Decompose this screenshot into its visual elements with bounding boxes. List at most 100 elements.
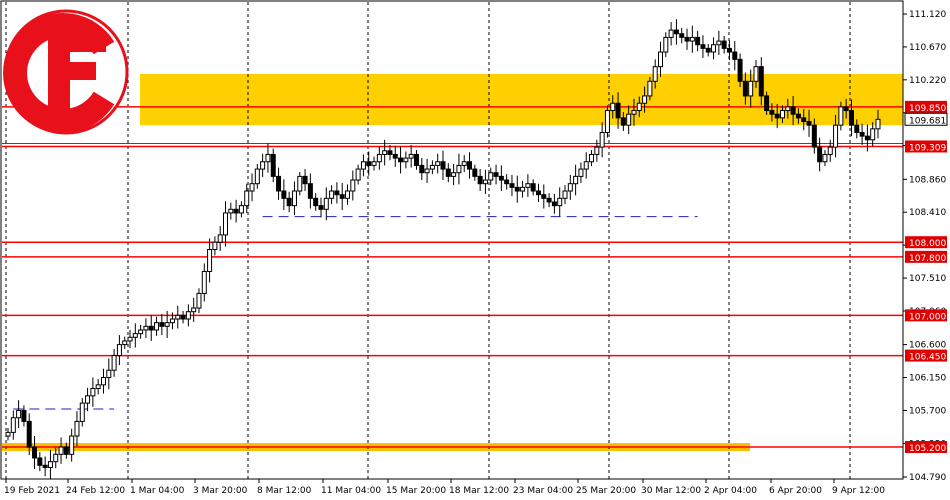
x-tick-label: 25 Mar 20:00 <box>576 486 636 496</box>
time-axis: 19 Feb 2021 24 Feb 12:00 1 Mar 04:00 3 Mar … <box>4 479 885 496</box>
candle <box>817 137 823 172</box>
candle <box>456 153 462 185</box>
candle <box>249 173 255 202</box>
candle <box>732 41 738 71</box>
candle-body-down <box>37 457 43 466</box>
candle-body-down <box>472 168 478 177</box>
candle <box>498 165 504 192</box>
candle-body-down <box>546 197 552 203</box>
candle-body-up <box>780 110 786 119</box>
y-tick-label: 110.670 <box>909 43 946 53</box>
candle <box>63 442 69 459</box>
horizontal-levels <box>2 106 903 448</box>
candle-body-up <box>154 322 160 331</box>
candle <box>382 139 388 166</box>
candle-body-down <box>339 194 345 199</box>
candle <box>801 109 807 131</box>
candle-body-up <box>16 409 22 419</box>
candle <box>530 179 536 196</box>
level-badge-label: 105.200 <box>909 444 946 454</box>
candle <box>658 41 663 77</box>
candle <box>599 122 605 158</box>
candle-body-up <box>254 168 260 185</box>
candle-body-down <box>535 190 541 196</box>
candle <box>535 183 541 202</box>
candle-body-down <box>764 95 770 112</box>
x-tick-label: 19 Feb 2021 <box>4 486 60 496</box>
candle <box>589 150 595 167</box>
candle <box>562 185 568 205</box>
candle <box>689 25 695 53</box>
y-tick-label: 108.410 <box>909 208 946 218</box>
candle <box>339 182 345 211</box>
candle-body-up <box>711 44 717 53</box>
candle-body-up <box>562 190 568 199</box>
candle-body-up <box>297 175 303 192</box>
candle-body-up <box>663 36 669 53</box>
candle-body-up <box>658 51 663 68</box>
candle-body-down <box>498 175 504 181</box>
x-tick-label: 2 Apr 04:00 <box>704 486 757 496</box>
candle-body-down <box>148 325 154 331</box>
candle-body-up <box>10 417 16 433</box>
candle-body-down <box>859 131 865 137</box>
candle <box>207 238 213 283</box>
candle <box>673 19 679 45</box>
y-tick-label: 106.600 <box>909 341 946 351</box>
candle-body-down <box>509 183 515 188</box>
candle-body-down <box>63 446 69 455</box>
candle <box>785 98 791 119</box>
candle <box>636 96 642 118</box>
candle-body-up <box>244 190 250 207</box>
candle <box>318 197 324 218</box>
candle-body-up <box>557 197 563 207</box>
candle <box>201 263 207 302</box>
x-tick-label: 3 Mar 20:00 <box>193 486 248 496</box>
candle <box>37 452 43 472</box>
candle-body-down <box>477 175 483 185</box>
candle-body-down <box>843 106 849 112</box>
candle <box>90 377 96 407</box>
candle <box>116 335 122 366</box>
candle-body-up <box>79 402 85 422</box>
candle <box>212 236 218 256</box>
candle-body-up <box>583 161 589 170</box>
candle-body-down <box>180 314 186 320</box>
candle-body-up <box>143 325 149 331</box>
candle <box>223 201 228 247</box>
candle <box>42 456 48 477</box>
candle <box>451 163 457 186</box>
candle <box>313 193 319 211</box>
candle <box>822 150 828 167</box>
candle-body-down <box>864 135 870 141</box>
candle-body-up <box>689 36 695 42</box>
candle <box>848 99 854 137</box>
candle <box>366 151 372 176</box>
candle <box>652 59 658 89</box>
candle <box>185 304 191 327</box>
candle-body-up <box>875 118 881 130</box>
candle-body-up <box>164 322 170 327</box>
candle <box>47 449 53 480</box>
candle-body-up <box>185 311 191 320</box>
candle <box>175 305 181 329</box>
candle-body-down <box>419 164 425 174</box>
candle <box>371 156 377 171</box>
x-tick-label: 6 Apr 20:00 <box>769 486 822 496</box>
candle <box>164 310 170 339</box>
candle-body-up <box>265 153 271 163</box>
plot-border <box>0 0 904 480</box>
candle-body-up <box>100 377 106 386</box>
candle <box>854 119 860 139</box>
level-badge-106.450 <box>905 349 947 362</box>
x-tick-label: 11 Mar 04:00 <box>321 486 381 496</box>
candle-body-up <box>212 241 218 251</box>
candle-body-up <box>408 153 414 159</box>
logo-f-icon <box>3 13 115 133</box>
candle <box>790 95 796 126</box>
candle <box>806 109 812 137</box>
candle-body-down <box>467 161 473 170</box>
candle-body-down <box>795 113 801 119</box>
candle-body-up <box>451 172 457 177</box>
y-tick-label: 107.510 <box>909 274 946 284</box>
